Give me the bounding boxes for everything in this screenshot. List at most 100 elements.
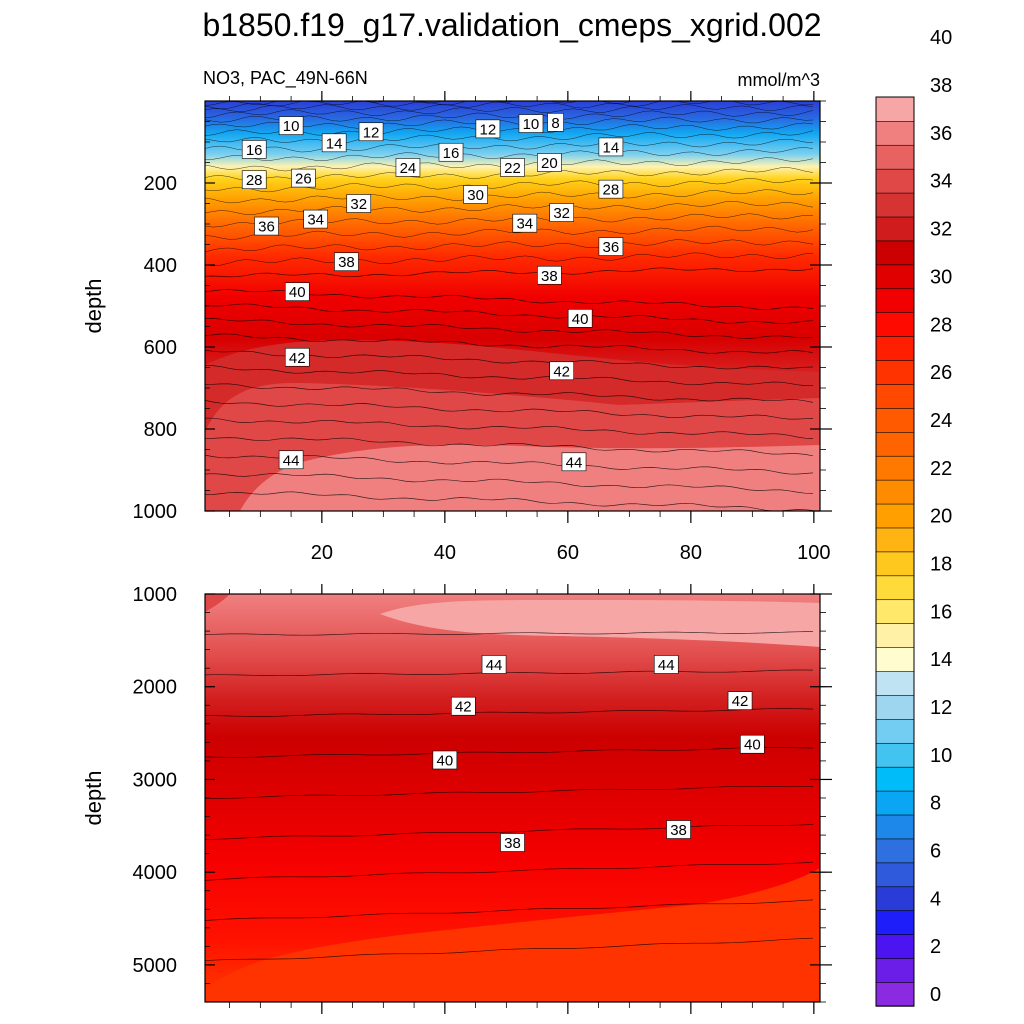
contour-label: 34 [303,209,329,229]
contour-line [205,225,814,240]
contour-label-text: 8 [551,115,559,132]
contour-label: 38 [537,265,562,285]
contour-line [205,147,814,161]
x-tick-label: 20 [311,542,333,564]
colorbar-swatch [875,694,915,720]
contour-label-text: 38 [670,822,687,839]
contour-label-box [518,114,544,133]
y-tick-label: 3000 [133,769,178,791]
contour-line [205,104,814,119]
colorbar-level-label: 4 [930,888,941,910]
contour-label: 44 [481,655,507,674]
contour-label-text: 40 [744,737,761,754]
contour-label: 44 [653,655,679,674]
colorbar-swatch [875,551,915,577]
contour-label-box [463,185,488,204]
contour-label-box [598,237,624,256]
colorbar-swatch [875,216,915,242]
colorbar-level-label: 20 [930,506,952,528]
contour-label-box [303,209,329,229]
contour-line [205,189,814,204]
contour-label-text: 34 [307,212,324,229]
contour-label-text: 28 [603,182,620,199]
contour-label-box [278,116,304,135]
contour-line [205,239,814,253]
colorbar-level-label: 0 [930,984,941,1006]
y-tick-label: 200 [144,173,177,195]
contour-label-box [481,655,507,674]
x-tick-label: 100 [797,542,830,564]
colorbar-swatch [875,264,915,290]
contour-label: 28 [241,170,267,190]
contour-label-text: 30 [467,187,484,204]
contour-label-text: 38 [504,835,521,852]
y-tick-label: 1000 [133,501,178,523]
upper-region-44 [240,444,820,511]
colorbar-level-label: 10 [930,745,952,767]
colorbar-swatch [875,311,915,337]
contour-label: 42 [549,361,575,380]
y-tick-label: 400 [144,255,177,277]
colorbar-level-label: 34 [930,171,952,193]
contour-label: 42 [727,691,753,710]
contour-label-text: 40 [437,752,454,769]
colorbar-swatch [875,120,915,146]
contour-label-box [278,450,304,470]
contour-label-box [475,119,501,139]
colorbar-level-label: 8 [930,793,941,815]
contour-label: 42 [284,347,310,367]
contour-label: 12 [358,122,384,141]
colorbar-swatch [875,479,915,505]
colorbar-swatch [875,670,915,696]
contour-label-text: 34 [516,216,533,233]
colorbar-swatch [875,96,915,122]
contour-label-text: 42 [289,350,306,367]
contour-label: 42 [450,696,476,716]
colorbar-level-label: 18 [930,553,952,575]
y-tick-label: 5000 [133,955,178,977]
contour-label-text: 36 [258,219,275,236]
contour-line [205,333,814,354]
contour-label-text: 20 [541,155,558,172]
colorbar-level-label: 14 [930,649,952,671]
colorbar-swatch [875,838,915,864]
colorbar-swatch [875,886,915,912]
colorbar-swatch [875,957,915,983]
contour-line [205,454,814,475]
colorbar-level-label: 42 [930,0,952,1]
colorbar-swatch [875,766,915,792]
contour-label-box [740,734,765,754]
upper-y-axis-label: depth [81,278,106,333]
contour-label-box [241,170,267,190]
lower-region-45 [380,600,820,647]
contour-label: 16 [438,142,464,162]
colorbar: 0246810121416182022242628303234363840424… [875,0,952,1007]
contour-label-box [241,140,267,159]
contour-line [205,669,814,677]
colorbar-swatch [875,168,915,194]
colorbar-level-label: 2 [930,936,941,958]
contour-label: 30 [463,185,488,204]
y-tick-label: 4000 [133,862,178,884]
upper-field: 10 12 12 10 8 16 14 16 14 24 22 20 28 26 30 28 32 34 34 32 3… [205,101,820,511]
colorbar-swatch [875,599,915,624]
upper-axes: 200 400 600 800 1000 20 40 60 80 100 [133,91,832,564]
lower-field: 44 44 42 42 40 40 38 38 [205,594,820,1002]
contour-label: 36 [598,237,624,256]
lower-axes: 1000 2000 3000 4000 5000 [133,584,832,1014]
contour-label-box [598,179,624,199]
contour-label-box [438,142,464,162]
contour-label: 22 [500,158,525,177]
colorbar-level-label: 40 [930,27,952,49]
contour-line [205,400,814,420]
contour-label: 44 [561,452,587,471]
contour-label-box [666,820,691,839]
contour-label-text: 36 [603,239,620,256]
y-tick-label: 1000 [133,584,178,606]
colorbar-level-label: 16 [930,601,952,623]
contour-label-text: 42 [732,693,749,710]
contour-label-text: 42 [455,699,472,716]
contour-label: 38 [666,820,691,839]
contour-line [205,785,814,799]
lower-contour-lines [205,631,814,962]
